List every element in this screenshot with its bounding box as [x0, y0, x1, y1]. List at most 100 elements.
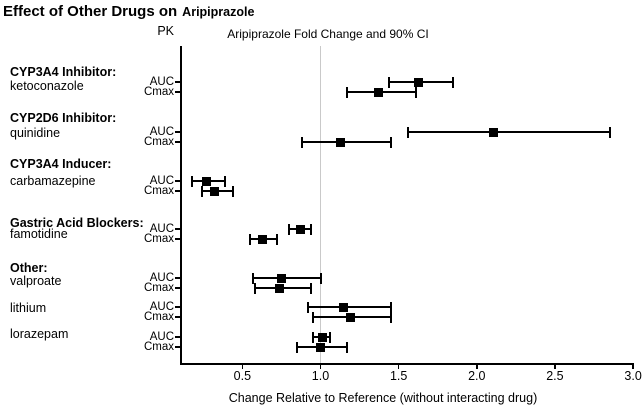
ci-cap-low [200, 185, 203, 197]
ci-cap-low [311, 331, 314, 343]
ci-cap-low [300, 136, 303, 148]
drug-label: famotidine [10, 227, 68, 241]
drug-label: ketoconazole [10, 79, 84, 93]
x-axis-line [180, 363, 633, 365]
ci-cap-low [249, 233, 252, 245]
ci-cap-low [288, 223, 291, 235]
point-marker [414, 77, 424, 87]
ci-cap-high [452, 76, 455, 88]
point-marker [339, 302, 349, 312]
y-tick [175, 190, 181, 192]
ci-bar [301, 141, 391, 143]
ci-bar [253, 277, 321, 279]
x-tick [554, 363, 556, 369]
y-tick [175, 91, 181, 93]
x-tick [241, 363, 244, 369]
x-tick-label: 0.5 [233, 369, 252, 383]
x-tick [632, 363, 634, 369]
ci-cap-low [311, 311, 314, 323]
point-marker [489, 127, 499, 137]
ci-cap-low [346, 86, 349, 98]
pk-row-label: AUC [149, 175, 174, 187]
y-tick [175, 131, 181, 133]
reference-line [319, 46, 322, 363]
x-tick-label: 1.5 [389, 369, 408, 383]
pk-row-label: Cmax [143, 282, 174, 294]
ci-cap-high [389, 311, 392, 323]
ci-cap-low [388, 76, 391, 88]
ci-cap-low [306, 301, 309, 313]
x-tick [476, 363, 478, 369]
pk-row-label: Cmax [143, 86, 174, 98]
y-tick [175, 287, 181, 289]
ci-cap-high [414, 86, 417, 98]
point-marker [345, 312, 355, 322]
category-label: Other: [10, 261, 48, 275]
ci-bar [408, 131, 610, 133]
point-marker [336, 137, 346, 147]
chart-title-drug: Aripiprazole [182, 5, 255, 19]
pk-row-label: AUC [149, 331, 174, 343]
point-marker [295, 224, 305, 234]
y-tick [175, 316, 181, 318]
pk-row-label: Cmax [143, 136, 174, 148]
ci-cap-high [275, 233, 278, 245]
y-axis-line [180, 46, 182, 364]
pk-column-header: PK [157, 24, 174, 38]
ci-cap-high [319, 272, 322, 284]
y-tick [175, 336, 181, 338]
drug-label: quinidine [10, 126, 61, 140]
ci-bar [307, 306, 391, 308]
y-tick [175, 180, 181, 182]
drug-label: carbamazepine [10, 174, 96, 188]
pk-row-label: AUC [149, 126, 174, 138]
x-tick-label: 2.0 [468, 369, 486, 383]
y-tick [175, 277, 181, 279]
x-tick-label: 2.5 [546, 369, 564, 383]
category-label: CYP3A4 Inhibitor: [10, 65, 117, 79]
y-tick [175, 346, 181, 348]
x-tick-label: 3.0 [624, 369, 642, 383]
chart-title-prefix: Effect of Other Drugs on [3, 3, 178, 20]
drug-label: valproate [10, 274, 62, 288]
ci-cap-low [407, 126, 410, 138]
chart-title: Effect of Other Drugs on Aripiprazole [3, 3, 254, 21]
point-marker [209, 186, 219, 196]
point-marker [258, 234, 268, 244]
ci-cap-high [608, 126, 611, 138]
ci-cap-high [389, 136, 392, 148]
drug-label: lithium [10, 301, 47, 315]
point-marker [276, 273, 286, 283]
pk-row-label: AUC [149, 223, 174, 235]
x-axis-title: Change Relative to Reference (without in… [228, 391, 538, 405]
point-marker [275, 283, 285, 293]
pk-row-label: Cmax [143, 341, 174, 353]
pk-row-label: Cmax [143, 311, 174, 323]
y-tick [175, 81, 181, 83]
x-tick-label: 1.0 [311, 369, 330, 383]
ci-cap-high [224, 175, 227, 187]
y-tick [175, 141, 181, 143]
point-marker [317, 332, 327, 342]
y-tick [175, 306, 181, 308]
ci-cap-high [231, 185, 234, 197]
category-label: CYP3A4 Inducer: [10, 157, 112, 171]
pk-row-label: AUC [149, 76, 174, 88]
category-label: CYP2D6 Inhibitor: [10, 111, 117, 125]
point-marker [316, 342, 325, 352]
category-label: Gastric Acid Blockers: [10, 216, 144, 230]
x-tick [319, 363, 322, 369]
pk-row-label: AUC [149, 301, 174, 313]
point-marker [373, 87, 383, 97]
x-tick [397, 363, 400, 369]
point-marker [201, 176, 211, 186]
drug-label: lorazepam [10, 327, 69, 341]
ci-cap-low [253, 282, 256, 294]
y-tick [175, 228, 181, 230]
y-tick [175, 238, 181, 240]
pk-row-label: Cmax [143, 185, 174, 197]
plot-column-header: Aripiprazole Fold Change and 90% CI [227, 27, 429, 41]
ci-cap-high [310, 223, 313, 235]
pk-row-label: AUC [149, 272, 174, 284]
